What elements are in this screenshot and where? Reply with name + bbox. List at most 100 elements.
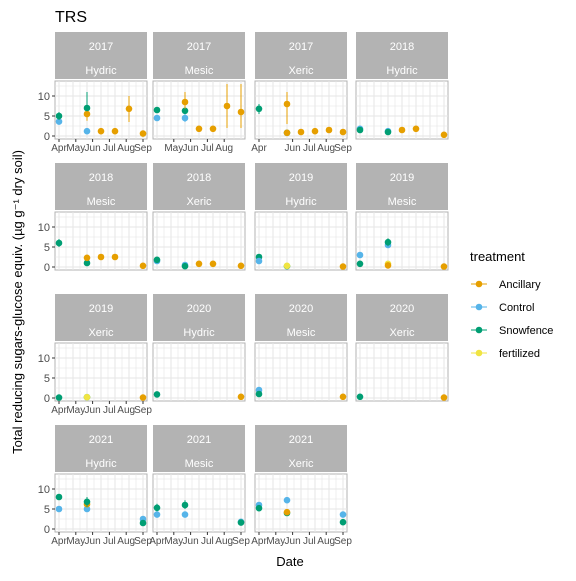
data-point xyxy=(153,256,161,264)
data-point xyxy=(83,259,91,267)
facet-site-label: Xeric xyxy=(186,196,212,208)
facet-site-label: Mesic xyxy=(87,196,116,208)
y-axis-label: Total reducing sugars-glucose equiv. (µg… xyxy=(10,150,25,454)
data-point xyxy=(55,394,63,401)
data-point xyxy=(356,260,364,268)
x-tick-label: Aug xyxy=(215,143,233,154)
facet-year-label: 2017 xyxy=(289,41,313,53)
facet-strip xyxy=(255,32,347,79)
x-tick-label: Apr xyxy=(51,536,67,547)
facet-year-label: 2017 xyxy=(89,41,113,53)
x-tick-label: Apr xyxy=(251,536,267,547)
x-tick-label: Sep xyxy=(134,143,152,154)
data-point xyxy=(283,508,291,516)
facet-panel: 2017 Hydric 0 5 10 Apr May Jun Jul Aug Sep xyxy=(38,32,152,154)
facet-strip xyxy=(153,425,245,472)
facet-year-label: 2019 xyxy=(390,172,414,184)
data-point xyxy=(139,130,147,137)
x-tick-label: Sep xyxy=(134,405,152,416)
data-point xyxy=(97,127,105,135)
x-tick-label: Jul xyxy=(103,405,116,416)
x-tick-label: Jun xyxy=(85,536,101,547)
facet-site-label: Hydric xyxy=(183,327,215,339)
facet-panel: 2021 Hydric 0 5 10 Apr May Jun Jul Aug Sep xyxy=(38,425,152,547)
facet-year-label: 2021 xyxy=(89,434,113,446)
data-point xyxy=(181,511,189,518)
data-point xyxy=(195,125,203,133)
data-point xyxy=(55,118,63,125)
x-tick-label: Aug xyxy=(317,143,335,154)
facet-year-label: 2020 xyxy=(289,303,313,315)
facet-site-label: Mesic xyxy=(185,458,214,470)
data-point xyxy=(297,128,305,136)
data-point xyxy=(223,102,231,110)
facet-site-label: Hydric xyxy=(386,65,418,77)
data-point xyxy=(398,126,406,134)
facet-panel: 2019 Hydric xyxy=(254,163,348,271)
data-point xyxy=(111,127,119,135)
data-point xyxy=(283,262,291,270)
facet-strip xyxy=(55,163,147,210)
y-tick-label: 10 xyxy=(38,353,50,365)
data-point xyxy=(55,112,63,120)
data-point xyxy=(255,257,263,265)
data-point xyxy=(181,501,189,509)
x-tick-label: Aug xyxy=(117,405,135,416)
data-point xyxy=(412,125,420,133)
data-point xyxy=(83,498,91,506)
data-point xyxy=(440,394,448,401)
facet-site-label: Xeric xyxy=(88,327,114,339)
y-tick-label: 5 xyxy=(44,242,50,254)
facet-strip xyxy=(255,425,347,472)
data-point xyxy=(356,393,364,401)
facet-strip xyxy=(255,294,347,341)
y-tick-label: 10 xyxy=(38,484,50,496)
facet-site-label: Hydric xyxy=(285,196,317,208)
data-point xyxy=(139,262,147,270)
facet-year-label: 2021 xyxy=(289,434,313,446)
data-point xyxy=(55,239,63,247)
y-tick-label: 0 xyxy=(44,131,50,143)
x-tick-label: Apr xyxy=(149,536,165,547)
x-tick-label: Aug xyxy=(117,143,135,154)
data-point xyxy=(209,260,217,268)
data-point xyxy=(255,390,263,398)
data-point xyxy=(83,254,91,262)
facet-strip xyxy=(55,32,147,79)
chart-title: TRS xyxy=(55,9,87,26)
x-tick-label: Aug xyxy=(117,536,135,547)
facet-year-label: 2018 xyxy=(390,41,414,53)
facet-year-label: 2019 xyxy=(289,172,313,184)
data-point xyxy=(181,98,189,106)
x-tick-label: Jun xyxy=(85,143,101,154)
data-point xyxy=(209,125,217,133)
legend-item-label: Control xyxy=(499,302,534,314)
facet-year-label: 2017 xyxy=(187,41,211,53)
x-tick-label: Jun xyxy=(285,143,301,154)
facet-panel: 2021 Mesic Apr May Jun Jul Aug Sep xyxy=(149,425,250,547)
facet-panel: 2019 Xeric 0 5 10 Apr May Jun Jul Aug Sep xyxy=(38,294,152,416)
legend-item-label: Snowfence xyxy=(499,325,553,337)
data-point xyxy=(181,107,189,115)
data-point xyxy=(97,253,105,261)
data-point xyxy=(356,126,364,134)
facet-site-label: Mesic xyxy=(388,196,417,208)
data-point xyxy=(153,391,161,398)
data-point xyxy=(139,394,147,401)
x-tick-label: Jul xyxy=(201,536,214,547)
y-tick-label: 5 xyxy=(44,111,50,123)
legend-key-point xyxy=(475,326,483,334)
x-tick-label: Apr xyxy=(251,143,267,154)
x-tick-label: May xyxy=(66,143,85,154)
legend-item-label: Ancillary xyxy=(499,279,541,291)
facet-year-label: 2018 xyxy=(89,172,113,184)
x-tick-label: Sep xyxy=(232,536,250,547)
facet-year-label: 2020 xyxy=(390,303,414,315)
facet-panel: 2021 Xeric Apr May Jun Jul Aug Sep xyxy=(251,425,352,547)
legend-key-point xyxy=(475,303,483,311)
x-tick-label: Jun xyxy=(183,143,199,154)
facet-strip xyxy=(356,294,448,341)
data-point xyxy=(55,493,63,501)
data-point xyxy=(139,519,147,527)
